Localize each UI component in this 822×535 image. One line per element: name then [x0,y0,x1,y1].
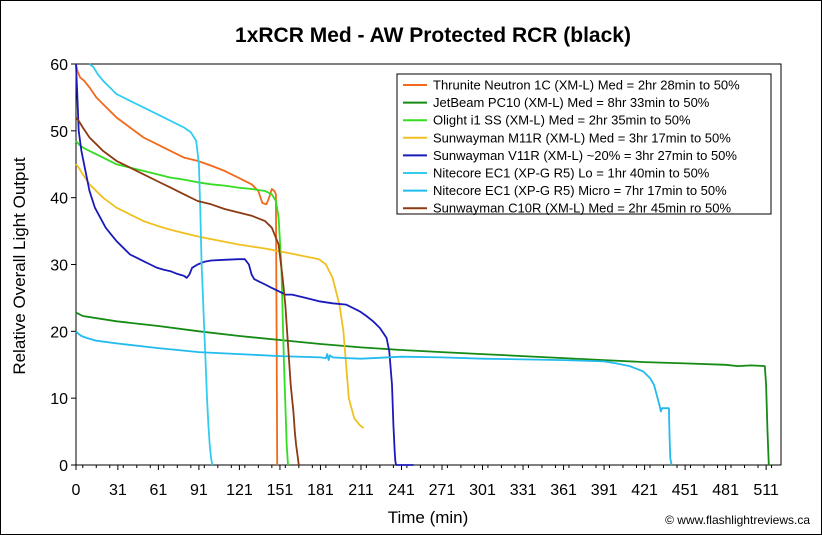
y-tick-label: 30 [50,258,68,275]
legend-entry: Nitecore EC1 (XP-G R5) Micro = 7hr 17min… [433,183,727,198]
copyright-credit: © www.flashlightreviews.ca [665,513,810,527]
series-line-1 [75,311,770,466]
x-tick-label: 421 [631,482,658,499]
x-tick-label: 0 [72,482,81,499]
legend-entry: JetBeam PC10 (XM-L) Med = 8hr 33min to 5… [433,95,710,110]
x-tick-label: 61 [149,482,167,499]
legend-entry: Nitecore EC1 (XP-G R5) Lo = 1hr 40min to… [433,166,710,181]
series-lines [75,63,770,466]
x-tick-label: 211 [348,482,374,499]
y-tick-label: 0 [59,458,68,475]
series-line-5 [88,63,214,466]
y-axis-label: Relative Overall Light Output [10,157,29,375]
legend: Thrunite Neutron 1C (XM-L) Med = 2hr 28m… [396,73,772,216]
x-tick-label: 391 [591,482,618,499]
x-tick-label: 301 [469,482,496,499]
legend-box [396,73,772,215]
legend-entry: Sunwayman C10R (XM-L) Med = 2hr 45min ro… [433,201,731,216]
legend-entry: Sunwayman M11R (XM-L) Med = 3hr 17min to… [433,130,731,145]
legend-entry: Sunwayman V11R (XM-L) ~20% = 3hr 27min t… [433,148,737,163]
series-line-3 [75,163,365,429]
x-tick-label: 121 [226,482,253,499]
x-tick-label: 361 [550,482,577,499]
x-tick-label: 31 [109,482,127,499]
y-tick-label: 40 [50,191,68,208]
x-tick-label: 91 [190,482,208,499]
chart-title: 1xRCR Med - AW Protected RCR (black) [235,24,631,47]
series-line-4 [75,63,414,466]
x-tick-label: 511 [753,482,779,499]
y-tick-label: 20 [50,324,68,341]
legend-entry: Olight i1 SS (XM-L) Med = 2hr 35min to 5… [433,113,691,128]
x-tick-label: 181 [307,482,334,499]
series-line-2 [75,140,289,466]
x-tick-label: 331 [510,482,537,499]
y-tick-label: 50 [50,124,68,141]
series-line-6 [75,330,673,466]
x-tick-label: 481 [712,482,739,499]
x-tick-label: 151 [267,482,294,499]
axis-ticks: 0 10 20 30 40 50 60 0 31 61 91 121 151 181 211 241 271 30… [50,57,779,499]
legend-entry: Thrunite Neutron 1C (XM-L) Med = 2hr 28m… [433,78,740,93]
x-axis-label: Time (min) [388,508,469,527]
x-tick-label: 271 [429,482,456,499]
y-tick-label: 10 [50,391,68,408]
series-line-7 [75,116,300,466]
x-tick-label: 451 [672,482,699,499]
x-tick-label: 241 [388,482,415,499]
y-tick-label: 60 [50,57,68,74]
